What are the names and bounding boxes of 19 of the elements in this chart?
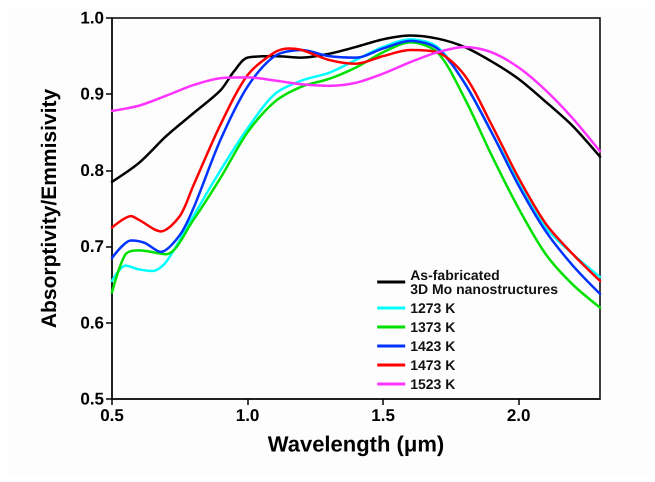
legend-label: As-fabricated 3D Mo nanostructures bbox=[410, 267, 558, 297]
y-tick-label: 1.0 bbox=[80, 8, 104, 28]
legend-label: 1273 K bbox=[410, 300, 456, 316]
line-series bbox=[110, 46, 602, 153]
x-tick-label: 1.0 bbox=[236, 406, 260, 425]
legend-label: 1523 K bbox=[410, 376, 456, 392]
y-tick-label: 0.9 bbox=[80, 84, 104, 104]
x-tick-label: 2.0 bbox=[506, 406, 530, 425]
y-axis-title: Absorptivity/Emmisivity bbox=[38, 88, 61, 328]
y-tick-label: 0.8 bbox=[80, 160, 104, 180]
x-tick-label: 0.5 bbox=[100, 406, 124, 425]
y-tick-label: 0.7 bbox=[80, 237, 104, 256]
x-tick-label: 1.5 bbox=[371, 406, 395, 425]
legend-label: 1473 K bbox=[410, 357, 456, 373]
x-axis-title: Wavelength (μm) bbox=[268, 432, 444, 456]
legend-label: 1373 K bbox=[410, 319, 456, 335]
y-tick-label: 0.6 bbox=[80, 313, 104, 332]
y-tick-label: 0.5 bbox=[80, 390, 104, 408]
legend-label: 1423 K bbox=[410, 338, 456, 354]
